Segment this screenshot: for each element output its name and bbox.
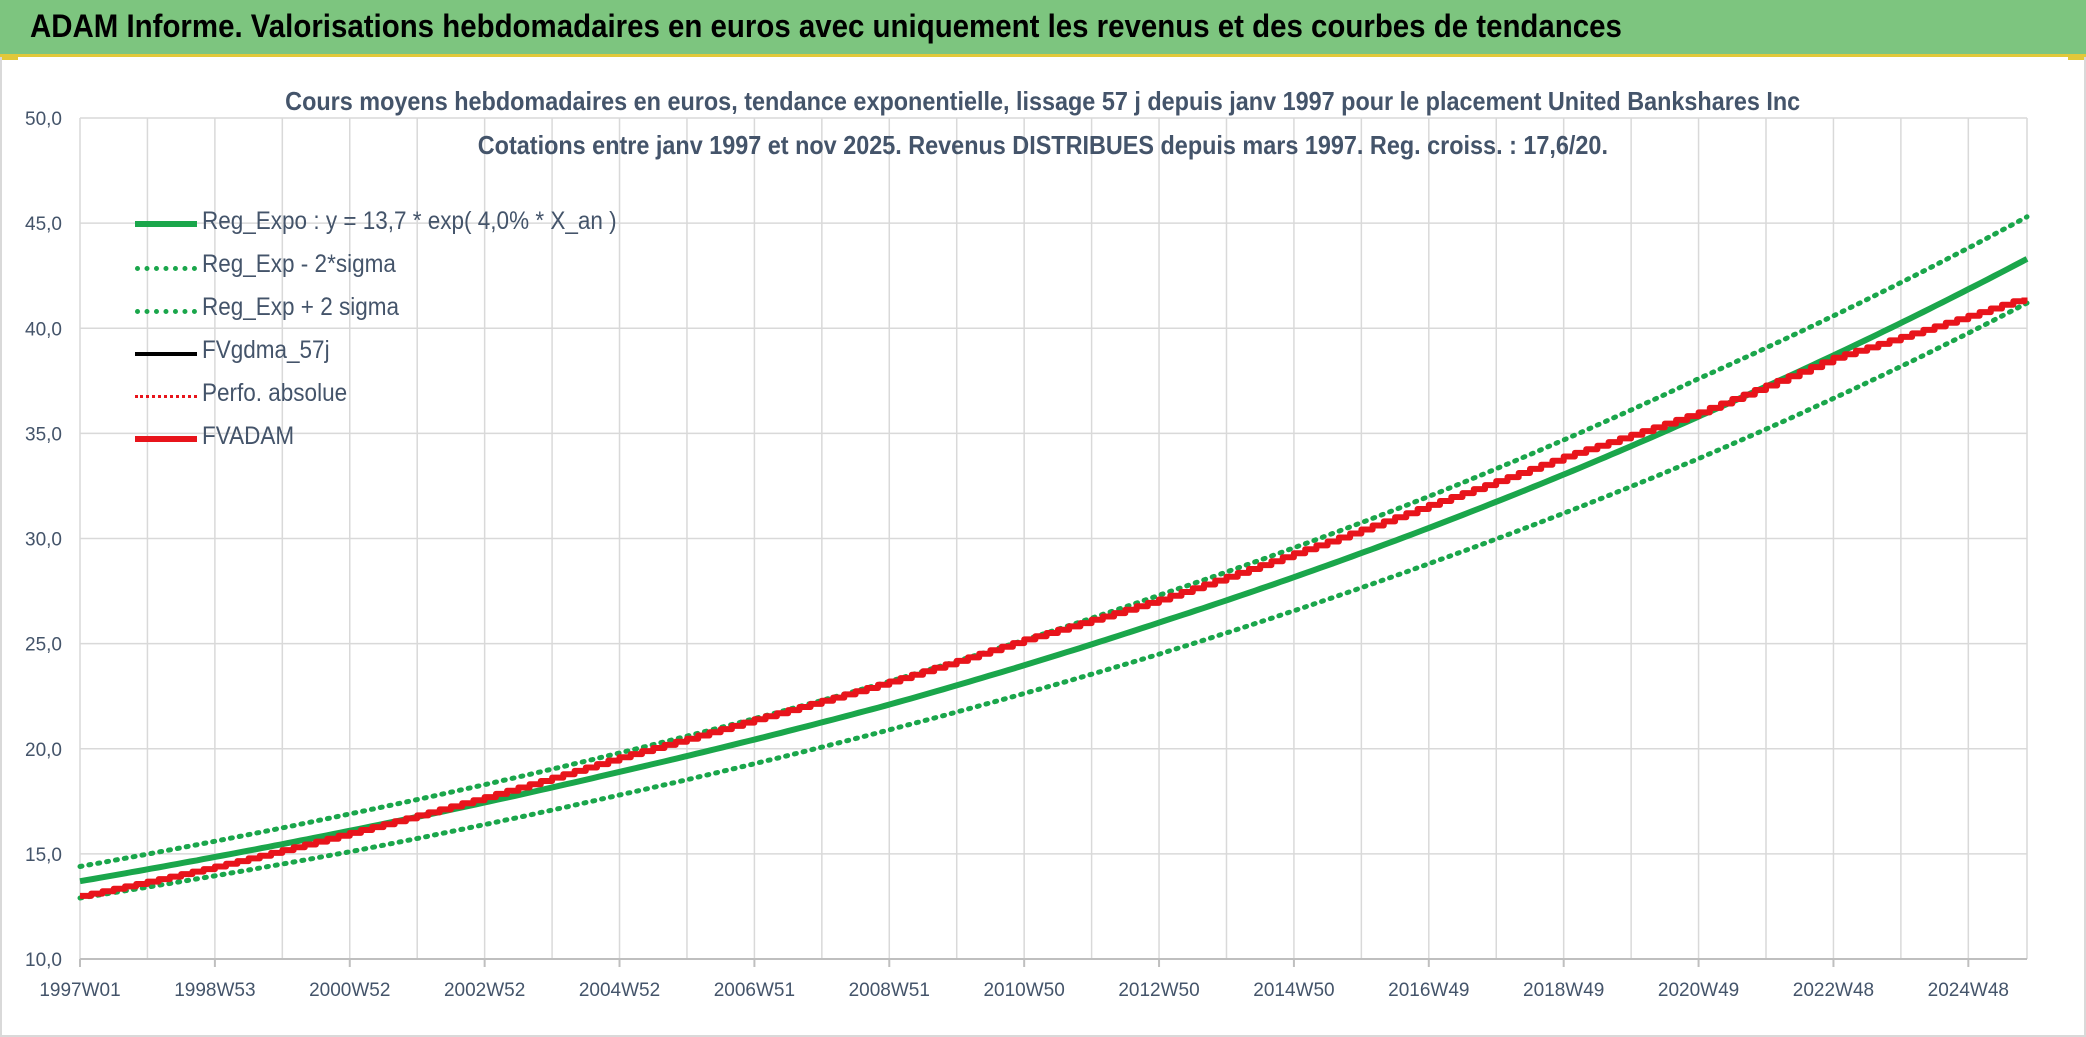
- legend-item-perfo: Perfo. absolue: [135, 375, 695, 418]
- legend-swatch-perfo: [135, 395, 197, 398]
- legend-swatch-reg-expo: [135, 221, 197, 227]
- legend-item-reg-expo: Reg_Expo : y = 13,7 * exp( 4,0% * X_an ): [135, 203, 695, 246]
- axes: 10,0 15,0 20,0 25,0 30,0 35,0 40,0 45,0 50,0 1997…: [25, 109, 2027, 1001]
- legend-swatch-reg-exp-minus: [135, 266, 197, 271]
- x-tick-label: 1998W53: [174, 980, 255, 1001]
- x-tick-label: 2008W51: [849, 980, 930, 1001]
- x-tick-label: 1997W01: [39, 980, 120, 1001]
- chart-frame: [0, 57, 2086, 1037]
- legend-label-fvgdma: FVgdma_57j: [202, 336, 330, 364]
- legend-item-reg-exp-plus: Reg_Exp + 2 sigma: [135, 289, 695, 332]
- x-tick-label: 2004W52: [579, 980, 660, 1001]
- y-tick-label: 45,0: [25, 214, 62, 235]
- report-title: ADAM Informe. Valorisations hebdomadaire…: [30, 8, 1622, 44]
- legend-swatch-reg-exp-plus: [135, 309, 197, 314]
- y-tick-label: 40,0: [25, 319, 62, 340]
- legend-item-reg-exp-minus: Reg_Exp - 2*sigma: [135, 246, 695, 289]
- y-tick-label: 50,0: [25, 109, 62, 130]
- corner-accent-right: [2068, 54, 2086, 60]
- chart-legend: Reg_Expo : y = 13,7 * exp( 4,0% * X_an )…: [135, 203, 695, 461]
- y-tick-label: 15,0: [25, 845, 62, 866]
- x-tick-label: 2022W48: [1793, 980, 1874, 1001]
- x-tick-label: 2020W49: [1658, 980, 1739, 1001]
- x-tick-label: 2000W52: [309, 980, 390, 1001]
- legend-swatch-fvgdma: [135, 352, 197, 356]
- x-tick-label: 2016W49: [1388, 980, 1469, 1001]
- x-tick-label: 2014W50: [1253, 980, 1334, 1001]
- legend-label-reg-expo: Reg_Expo : y = 13,7 * exp( 4,0% * X_an ): [202, 207, 617, 235]
- x-tick-label: 2006W51: [714, 980, 795, 1001]
- legend-label-reg-exp-minus: Reg_Exp - 2*sigma: [202, 250, 396, 278]
- legend-item-fvadam: FVADAM: [135, 418, 695, 461]
- x-tick-label: 2012W50: [1118, 980, 1199, 1001]
- legend-swatch-fvadam: [135, 436, 197, 442]
- y-tick-label: 10,0: [25, 950, 62, 971]
- x-tick-label: 2010W50: [983, 980, 1064, 1001]
- report-banner: ADAM Informe. Valorisations hebdomadaire…: [0, 0, 2086, 57]
- series-line-fvadam: [80, 297, 2028, 899]
- legend-item-fvgdma: FVgdma_57j: [135, 332, 695, 375]
- y-tick-label: 30,0: [25, 530, 62, 551]
- x-tick-label: 2002W52: [444, 980, 525, 1001]
- x-tick-label: 2018W49: [1523, 980, 1604, 1001]
- series-lines: [77, 214, 2030, 901]
- chart-subtitle: Cotations entre janv 1997 et nov 2025. R…: [477, 130, 1609, 160]
- y-tick-label: 20,0: [25, 740, 62, 761]
- legend-label-perfo: Perfo. absolue: [202, 379, 348, 407]
- y-tick-label: 35,0: [25, 424, 62, 445]
- legend-label-reg-exp-plus: Reg_Exp + 2 sigma: [202, 293, 399, 321]
- y-tick-label: 25,0: [25, 635, 62, 656]
- corner-accent-left: [0, 54, 18, 60]
- chart-title: Cours moyens hebdomadaires en euros, ten…: [285, 86, 1801, 116]
- x-tick-label: 2024W48: [1928, 980, 2009, 1001]
- legend-label-fvadam: FVADAM: [202, 422, 295, 450]
- series-line-reg-exp-2-sigma: [77, 300, 2030, 901]
